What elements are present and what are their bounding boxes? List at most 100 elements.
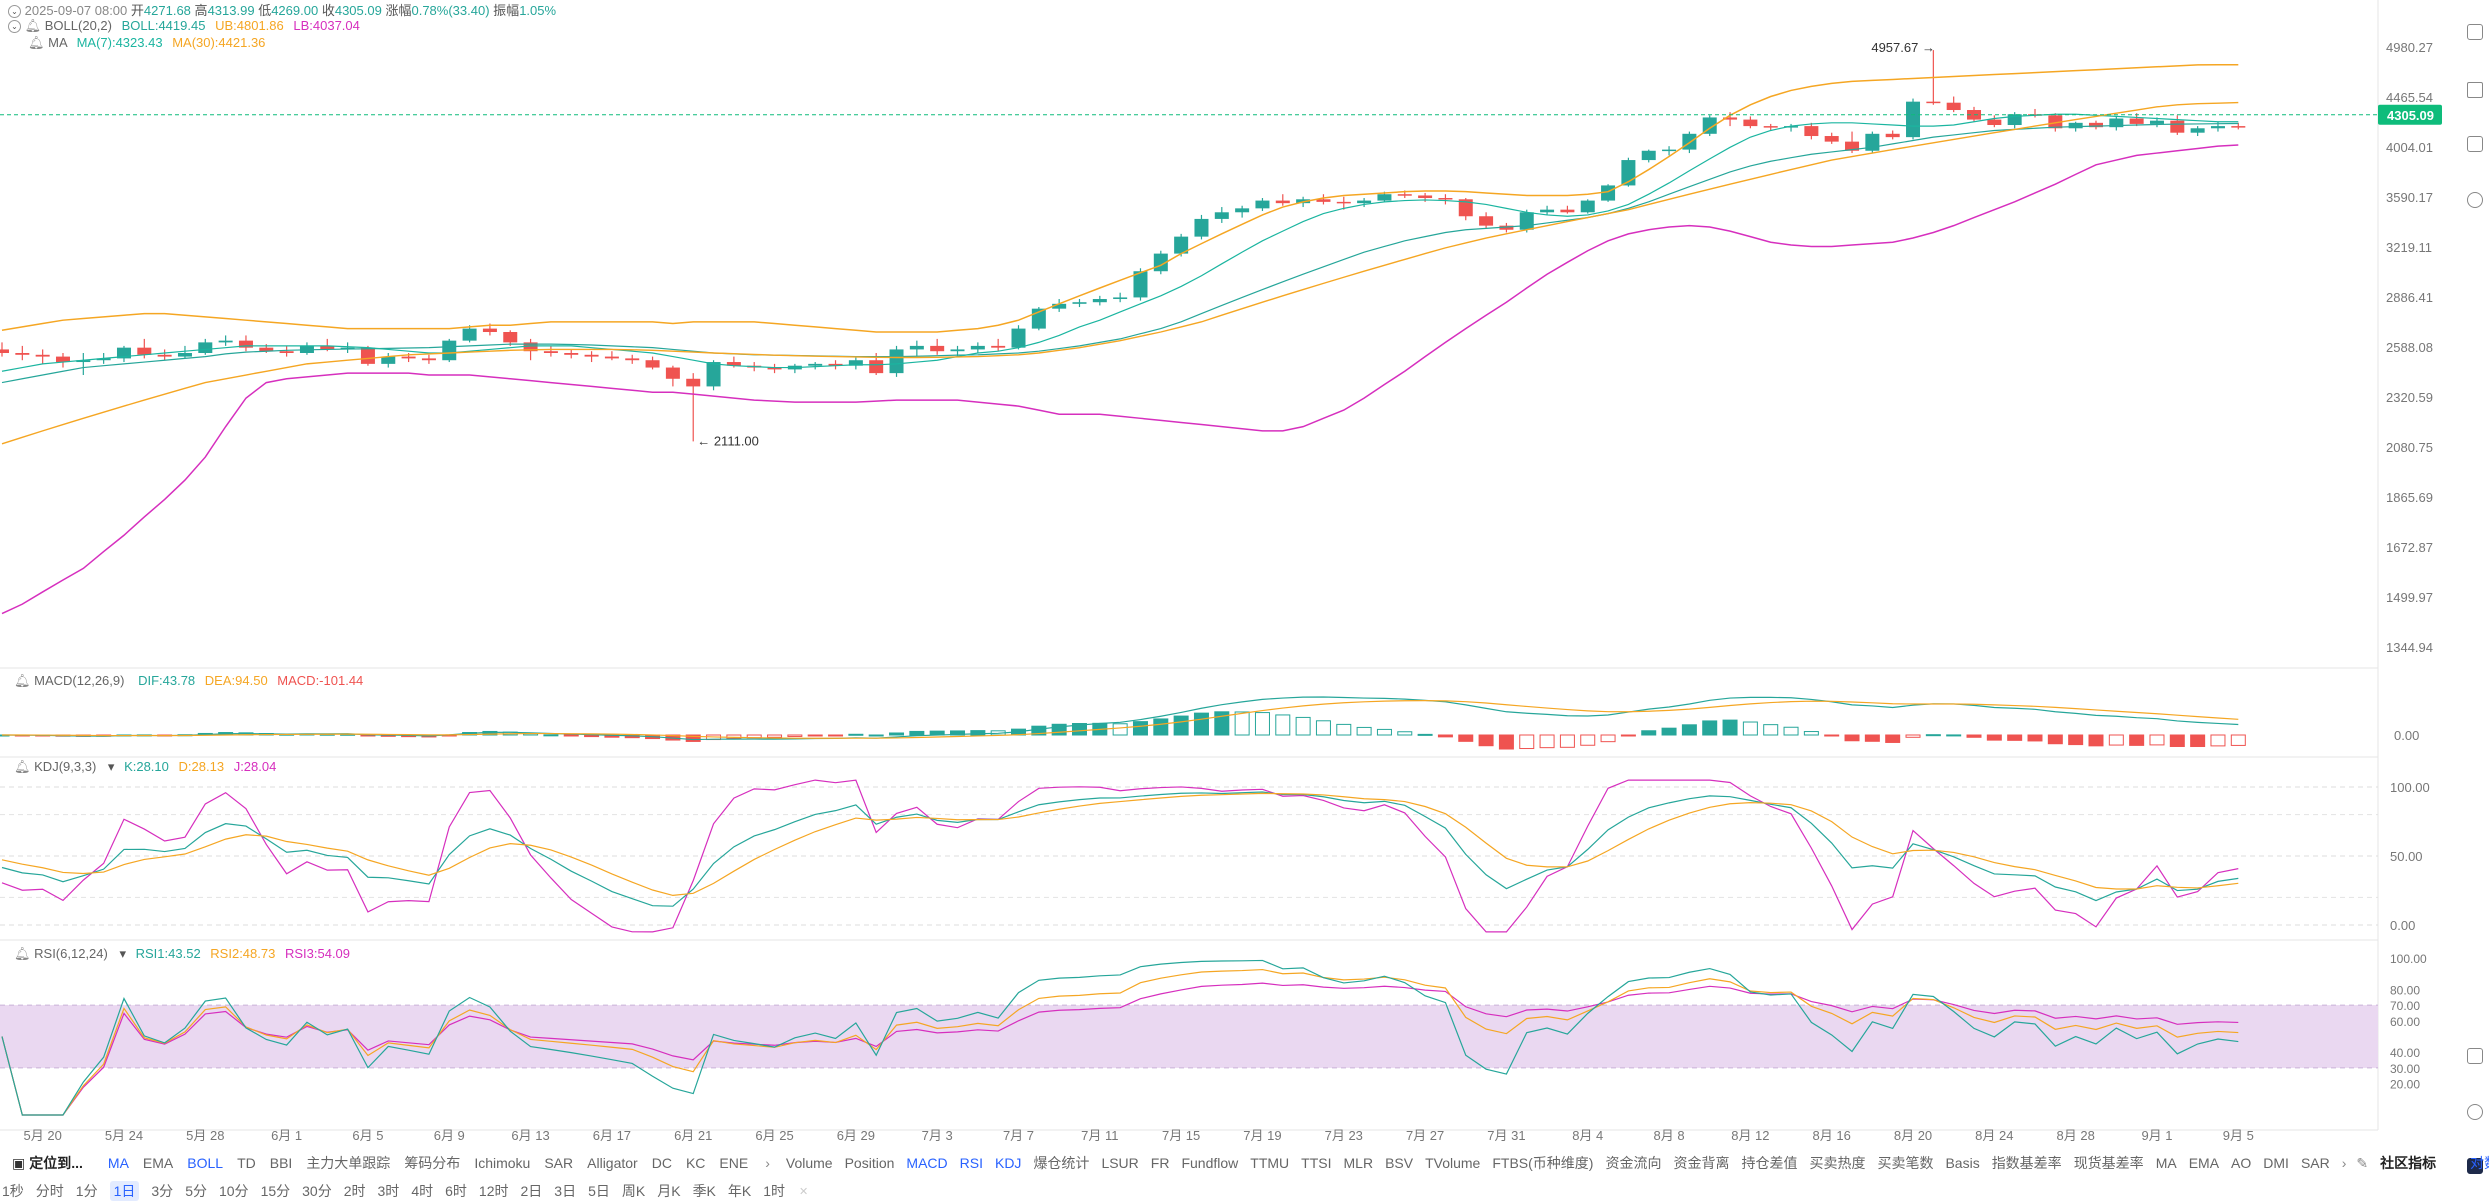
- collapse-icon[interactable]: ⌄: [8, 20, 21, 34]
- main-indicator-10[interactable]: DC: [651, 1155, 672, 1171]
- candle-body-105: [2129, 118, 2144, 124]
- sub-indicator-17[interactable]: 持仓差值: [1741, 1155, 1798, 1171]
- rsi1-line: [1, 959, 2239, 1116]
- macd-bar-78: [1580, 734, 1596, 746]
- main-indicator-6[interactable]: 筹码分布: [404, 1155, 461, 1171]
- edit-icon[interactable]: ✎: [2356, 1154, 2369, 1171]
- sub-indicator-7[interactable]: FR: [1150, 1155, 1170, 1171]
- sub-indicator-5[interactable]: 爆仓统计: [1033, 1155, 1090, 1171]
- timeframe-5[interactable]: 5分: [185, 1183, 207, 1199]
- sub-indicator-11[interactable]: MLR: [1343, 1155, 1374, 1171]
- bell-icon[interactable]: 🔔︎: [28, 35, 45, 50]
- sub-indicator-22[interactable]: 现货基差率: [2073, 1155, 2144, 1171]
- sub-indicator-8[interactable]: Fundflow: [1181, 1155, 1239, 1171]
- sub-indicator-6[interactable]: LSUR: [1101, 1155, 1139, 1171]
- sub-indicator-0[interactable]: Volume: [785, 1155, 833, 1171]
- sub-indicator-15[interactable]: 资金流向: [1605, 1155, 1662, 1171]
- sub-indicator-19[interactable]: 买卖笔数: [1877, 1155, 1934, 1171]
- collapse-icon[interactable]: ⌄: [8, 5, 21, 19]
- sub-indicator-1[interactable]: Position: [844, 1155, 895, 1171]
- candle-date: 2025-09-07 08:00: [24, 3, 128, 18]
- sub-indicator-3[interactable]: RSI: [959, 1155, 983, 1171]
- timeframe-12[interactable]: 6时: [445, 1183, 467, 1199]
- sub-indicator-21[interactable]: 指数基差率: [1991, 1155, 2062, 1171]
- chevron-down-icon[interactable]: ▾: [119, 946, 126, 961]
- sub-indicator-24[interactable]: EMA: [2188, 1155, 2220, 1171]
- layout-icon[interactable]: [2467, 1048, 2483, 1064]
- candle-body-66: [1336, 201, 1351, 204]
- sub-indicator-20[interactable]: Basis: [1945, 1155, 1980, 1171]
- timeframe-1[interactable]: 分时: [35, 1183, 64, 1199]
- chevron-right-icon[interactable]: ›: [2341, 1155, 2347, 1171]
- gamepad-icon[interactable]: [2467, 1158, 2483, 1174]
- sub-indicator-12[interactable]: BSV: [1385, 1155, 1414, 1171]
- sub-indicator-18[interactable]: 买卖热度: [1809, 1155, 1866, 1171]
- sub-indicator-26[interactable]: DMI: [2263, 1155, 2289, 1171]
- trend-icon[interactable]: [2467, 82, 2483, 98]
- indicator-icon[interactable]: [2467, 136, 2483, 152]
- right-sidebar: [2459, 0, 2489, 1174]
- locate-button[interactable]: 定位到...: [29, 1155, 83, 1171]
- timeframe-16[interactable]: 5日: [588, 1183, 610, 1199]
- chevron-right-icon[interactable]: ›: [765, 1155, 770, 1171]
- sub-indicator-13[interactable]: TVolume: [1425, 1155, 1481, 1171]
- timeframe-7[interactable]: 15分: [260, 1183, 291, 1199]
- sub-indicator-2[interactable]: MACD: [906, 1155, 948, 1171]
- timeframe-4[interactable]: 3分: [151, 1183, 174, 1199]
- main-indicator-4[interactable]: BBI: [269, 1155, 293, 1171]
- bell-icon[interactable]: 🔔︎: [14, 759, 31, 774]
- sub-indicator-10[interactable]: TTSI: [1301, 1155, 1332, 1171]
- timeframe-0[interactable]: 1秒: [2, 1183, 24, 1199]
- candle-body-59: [1194, 218, 1209, 237]
- main-indicator-11[interactable]: KC: [685, 1155, 706, 1171]
- community-indicators[interactable]: 社区指标: [2380, 1155, 2437, 1171]
- timeframe-19[interactable]: 季K: [692, 1183, 716, 1199]
- timeframe-10[interactable]: 3时: [377, 1183, 400, 1199]
- main-indicator-12[interactable]: ENE: [719, 1155, 749, 1171]
- export-icon[interactable]: [2467, 24, 2483, 40]
- sub-indicator-25[interactable]: AO: [2231, 1155, 2252, 1171]
- bell-icon[interactable]: 🔔︎: [24, 18, 42, 33]
- candle-body-26: [523, 342, 538, 352]
- timeframe-15[interactable]: 3日: [554, 1183, 577, 1199]
- close-icon[interactable]: ✕: [799, 1185, 809, 1198]
- timeframe-6[interactable]: 10分: [218, 1183, 249, 1199]
- chevron-down-icon[interactable]: ▾: [107, 759, 115, 774]
- timeframe-20[interactable]: 年K: [727, 1183, 752, 1199]
- main-indicator-0[interactable]: MA: [107, 1155, 129, 1171]
- compare-icon[interactable]: [2467, 192, 2483, 208]
- timeframe-18[interactable]: 月K: [657, 1183, 681, 1199]
- timeframe-14[interactable]: 2日: [520, 1183, 543, 1199]
- support-icon[interactable]: [2467, 1104, 2483, 1120]
- main-indicator-5[interactable]: 主力大单跟踪: [306, 1155, 391, 1171]
- log-scale-toggle[interactable]: 对数: [2470, 1155, 2489, 1171]
- macd-bar-43: [868, 734, 884, 737]
- sub-indicator-4[interactable]: KDJ: [994, 1155, 1022, 1171]
- main-indicator-3[interactable]: TD: [237, 1155, 256, 1171]
- main-indicator-9[interactable]: Alligator: [587, 1155, 638, 1171]
- sub-indicator-27[interactable]: SAR: [2300, 1155, 2330, 1171]
- main-indicator-7[interactable]: Ichimoku: [474, 1155, 531, 1171]
- main-indicator-8[interactable]: SAR: [544, 1155, 574, 1171]
- bell-icon[interactable]: 🔔︎: [14, 673, 31, 688]
- sub-indicator-9[interactable]: TTMU: [1250, 1155, 1290, 1171]
- sub-indicator-16[interactable]: 资金背离: [1673, 1155, 1730, 1171]
- locate-icon[interactable]: ▣: [12, 1154, 26, 1171]
- candle-body-36: [726, 362, 741, 366]
- sub-indicator-23[interactable]: MA: [2155, 1155, 2177, 1171]
- timeframe-13[interactable]: 12时: [478, 1183, 509, 1199]
- timeframe-17[interactable]: 周K: [621, 1183, 646, 1199]
- main-indicator-2[interactable]: BOLL: [187, 1155, 224, 1171]
- sub-indicator-14[interactable]: FTBS(币种维度): [1492, 1155, 1594, 1171]
- timeframe-11[interactable]: 4时: [411, 1183, 434, 1199]
- timeframe-21[interactable]: 1时: [763, 1183, 786, 1199]
- boll-value: BOLL:4419.45: [121, 18, 206, 33]
- candle-body-96: [1946, 102, 1961, 111]
- timeframe-9[interactable]: 2时: [343, 1183, 366, 1199]
- timeframe-3[interactable]: 1日: [109, 1181, 140, 1201]
- bell-icon[interactable]: 🔔︎: [14, 946, 31, 961]
- timeframe-2[interactable]: 1分: [75, 1183, 98, 1199]
- timeframe-8[interactable]: 30分: [302, 1183, 332, 1199]
- main-indicator-1[interactable]: EMA: [142, 1155, 174, 1171]
